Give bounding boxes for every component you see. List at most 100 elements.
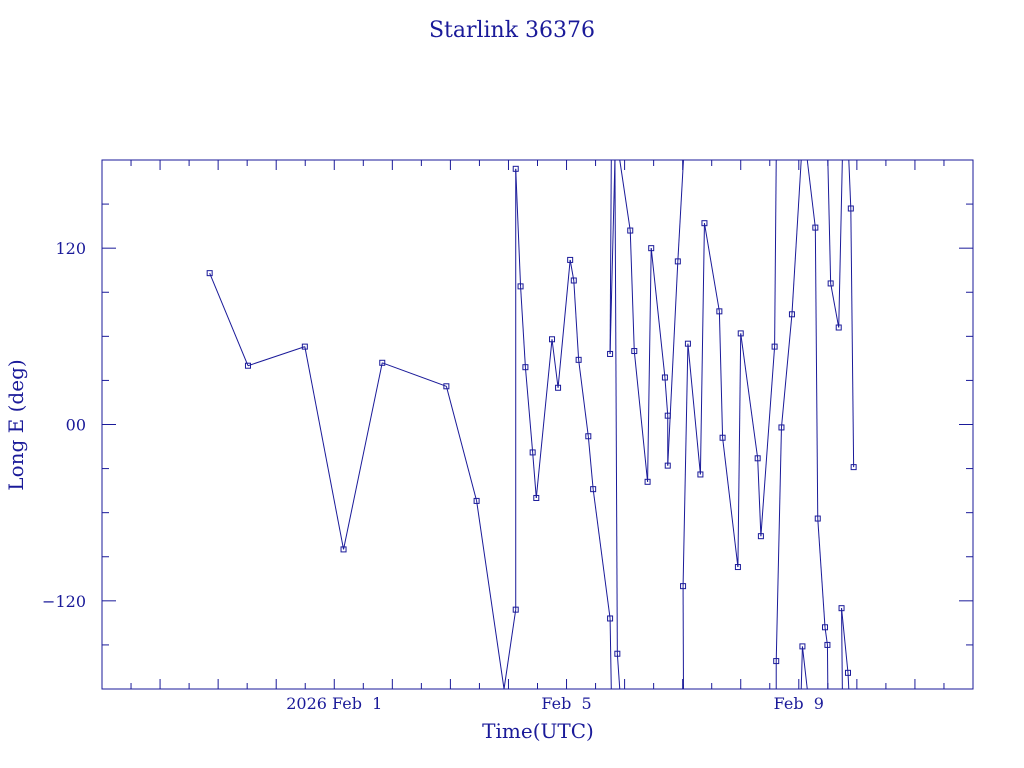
series-segment [520,286,526,368]
data-point [684,340,691,347]
series-segment [760,346,776,537]
series-segment [647,248,652,482]
data-point [631,348,638,355]
series-segment [445,386,478,502]
data-point [301,343,308,350]
data-point [778,424,785,431]
series-line-group [209,159,855,690]
series-segment [633,350,649,482]
series-segment [247,346,305,367]
data-point [607,350,614,357]
series-segment [664,377,669,416]
data-point [773,658,780,665]
series-segment [687,343,701,475]
series-segment [535,339,553,499]
series-segment [817,518,826,628]
series-segment [382,362,447,387]
series-segment [718,311,724,438]
series-segment [524,367,534,453]
chart-title: Starlink 36376 [429,18,595,43]
series-segment [806,159,816,228]
series-segment [609,159,612,354]
data-point [697,471,704,478]
data-point [443,383,450,390]
x-axis-label: Time(UTC) [482,719,594,743]
series-segment [557,259,571,388]
data-point [754,455,761,462]
data-point [827,280,834,287]
data-point [674,258,681,265]
data-point [716,308,723,315]
series-segment [587,436,594,490]
series-segment [775,427,782,662]
data-point [379,359,386,366]
data-point [533,494,540,501]
data-point [661,374,668,381]
series-segment [757,458,762,537]
series-segment [737,333,742,568]
data-point [585,433,592,440]
series-segment [682,343,689,587]
data-point [614,650,621,657]
series-segment [343,362,383,550]
data-point [522,364,529,371]
series-segment [209,272,249,366]
data-point [822,624,829,631]
series-segment [573,280,580,360]
data-point [244,362,251,369]
y-tick-label: 120 [55,239,86,258]
data-point [838,605,845,612]
axes: 120 00 −120 2026 Feb 1 Feb 5 Feb 9 [42,159,974,713]
series-segment [569,259,575,281]
series-segment [830,283,840,328]
series-segment [667,261,679,466]
data-point [549,336,556,343]
data-point [206,270,213,277]
data-point [517,283,524,290]
data-point [734,564,741,571]
data-point [512,606,519,613]
series-segment [304,346,345,550]
plot-area-border [101,159,974,690]
series-segment [801,646,808,690]
data-point [575,356,582,363]
data-point [844,669,851,676]
series-segment [848,159,852,209]
data-point [719,434,726,441]
data-point [812,224,819,231]
series-segment [614,159,618,654]
y-tick-label: 00 [66,416,86,435]
data-point [824,641,831,648]
series-segment [609,618,612,690]
series-segment [551,339,559,388]
series-segment [592,489,611,619]
data-point [701,220,708,227]
data-point [799,643,806,650]
data-point [570,277,577,284]
data-point [567,256,574,263]
data-point [788,311,795,318]
data-point [737,330,744,337]
series-segment [609,159,616,354]
y-tick-label: −120 [42,592,86,611]
data-point [555,384,562,391]
data-point [607,615,614,622]
series-segment [476,500,505,690]
series-segment [515,168,522,287]
series-segment [841,608,843,690]
data-point [850,464,857,471]
series-segment [774,159,777,347]
series-segment [841,608,849,673]
series-segment [677,159,684,262]
data-point [644,478,651,485]
series-segment [740,333,759,459]
series-segment [703,223,720,312]
data-point [664,462,671,469]
series-segment [838,159,843,328]
series-segment [650,248,666,378]
series-segment [699,223,705,475]
data-point [680,583,687,590]
data-point [627,227,634,234]
series-segment [629,230,635,352]
